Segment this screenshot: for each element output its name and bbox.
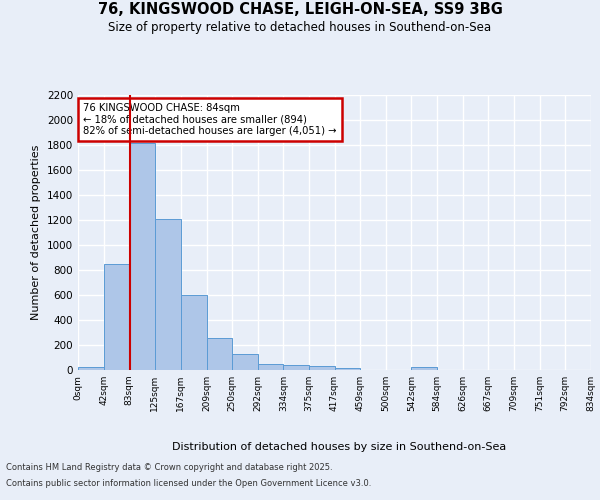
- Bar: [206, 338, 232, 370]
- Text: 76 KINGSWOOD CHASE: 84sqm
← 18% of detached houses are smaller (894)
82% of semi: 76 KINGSWOOD CHASE: 84sqm ← 18% of detac…: [83, 104, 337, 136]
- Bar: [308, 366, 335, 370]
- Bar: [155, 219, 181, 370]
- Bar: [78, 367, 104, 370]
- Text: Distribution of detached houses by size in Southend-on-Sea: Distribution of detached houses by size …: [172, 442, 506, 452]
- Y-axis label: Number of detached properties: Number of detached properties: [31, 145, 41, 320]
- Bar: [104, 264, 129, 370]
- Bar: [412, 367, 437, 370]
- Bar: [283, 365, 308, 370]
- Text: Contains HM Land Registry data © Crown copyright and database right 2025.: Contains HM Land Registry data © Crown c…: [6, 464, 332, 472]
- Bar: [129, 142, 155, 370]
- Bar: [257, 364, 283, 370]
- Bar: [181, 295, 206, 370]
- Text: 76, KINGSWOOD CHASE, LEIGH-ON-SEA, SS9 3BG: 76, KINGSWOOD CHASE, LEIGH-ON-SEA, SS9 3…: [98, 2, 502, 18]
- Bar: [232, 354, 257, 370]
- Bar: [335, 368, 361, 370]
- Text: Contains public sector information licensed under the Open Government Licence v3: Contains public sector information licen…: [6, 478, 371, 488]
- Text: Size of property relative to detached houses in Southend-on-Sea: Size of property relative to detached ho…: [109, 21, 491, 34]
